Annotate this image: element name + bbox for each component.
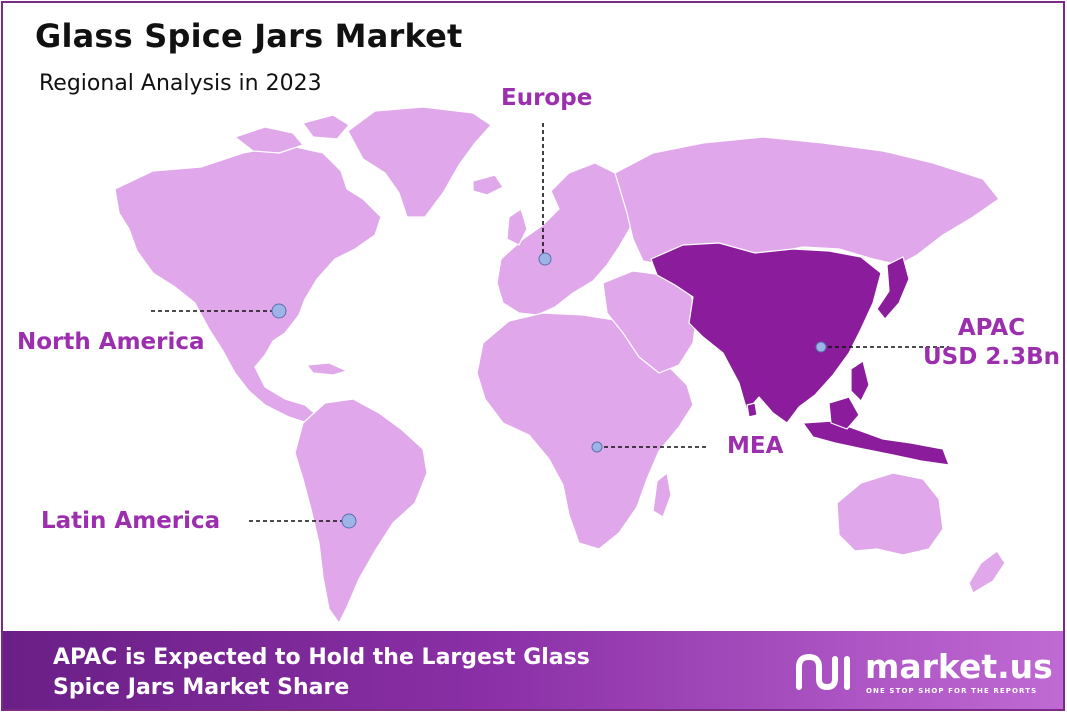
arctic-islands-shape — [234, 126, 304, 154]
madagascar-shape — [652, 472, 672, 518]
connector-lines — [151, 123, 949, 522]
philippines-shape — [850, 360, 870, 402]
world-map — [114, 106, 1006, 624]
brand-block[interactable]: market.us ONE STOP SHOP FOR THE REPORTS — [793, 645, 1053, 701]
latin-america-label: Latin America — [41, 508, 221, 534]
north-america-shape — [114, 144, 382, 424]
asia-mainland-shape — [650, 242, 882, 424]
iceland-shape — [472, 174, 504, 196]
mea-marker — [591, 441, 603, 453]
borneo-shape — [828, 396, 860, 430]
banner-text: APAC is Expected to Hold the Largest Gla… — [53, 645, 590, 700]
europe-marker — [538, 252, 552, 266]
new-zealand-shape — [968, 550, 1006, 594]
russia-shape — [614, 136, 1000, 266]
uk-shape — [506, 208, 528, 246]
sri-lanka-shape — [746, 402, 758, 418]
europe-label: Europe — [501, 85, 593, 111]
region-markers — [271, 252, 827, 529]
north-america-marker — [271, 303, 287, 319]
apac-region-highlight — [650, 242, 950, 466]
land-masses — [114, 106, 1006, 624]
arctic-islands-shape-2 — [302, 114, 350, 140]
north-america-label: North America — [17, 329, 205, 355]
market-us-logo-icon — [796, 653, 850, 691]
europe-shape — [496, 162, 634, 316]
chart-title: Glass Spice Jars Market — [35, 17, 463, 55]
apac-value: USD 2.3Bn — [923, 344, 1060, 370]
apac-name: APAC — [957, 315, 1026, 341]
brand-name: market.us — [865, 647, 1053, 686]
australia-shape — [836, 472, 944, 556]
apac-label: APAC USD 2.3Bn — [923, 314, 1060, 372]
mea-label: MEA — [727, 433, 784, 459]
footer-banner: APAC is Expected to Hold the Largest Gla… — [3, 631, 1063, 709]
caribbean-shape — [306, 362, 348, 376]
latin-america-marker — [341, 513, 357, 529]
brand-tagline: ONE STOP SHOP FOR THE REPORTS — [866, 687, 1038, 695]
greenland-shape — [347, 106, 492, 218]
south-america-shape — [294, 398, 428, 624]
japan-shape — [876, 256, 910, 320]
apac-marker — [815, 341, 827, 353]
indonesia-shape — [802, 420, 950, 466]
chart-subtitle: Regional Analysis in 2023 — [39, 71, 322, 96]
